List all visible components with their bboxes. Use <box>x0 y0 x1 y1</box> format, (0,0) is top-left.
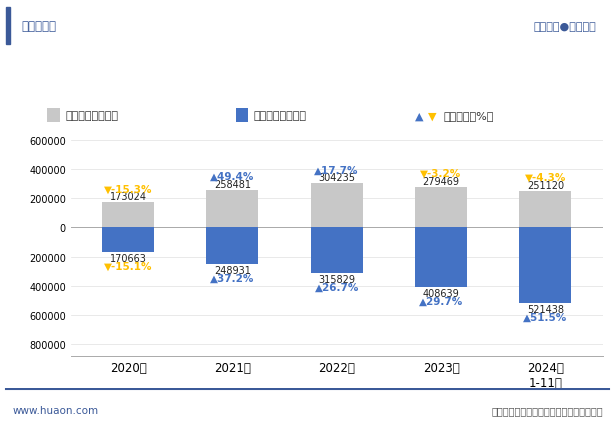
Text: 进口额（万美元）: 进口额（万美元） <box>253 111 306 121</box>
Text: ▲26.7%: ▲26.7% <box>314 282 359 293</box>
Text: ▼-15.1%: ▼-15.1% <box>104 262 153 271</box>
Text: 279469: 279469 <box>423 176 459 186</box>
Bar <box>415 228 467 287</box>
Bar <box>6 8 10 45</box>
Text: 华经情报网: 华经情报网 <box>22 20 57 33</box>
Bar <box>206 228 258 264</box>
Text: 173024: 173024 <box>109 192 146 202</box>
Text: ▼-15.3%: ▼-15.3% <box>104 184 153 194</box>
Text: ▼-3.2%: ▼-3.2% <box>421 169 462 178</box>
Text: 2020-2024年11月黄石市商品收发货人所在地进、出口额: 2020-2024年11月黄石市商品收发货人所在地进、出口额 <box>164 70 451 85</box>
Bar <box>415 187 467 228</box>
Bar <box>102 228 154 253</box>
Text: 315829: 315829 <box>318 275 355 285</box>
Text: 408639: 408639 <box>423 288 459 298</box>
Text: ▼: ▼ <box>428 111 437 121</box>
Text: 170663: 170663 <box>109 254 146 264</box>
Text: 专业严谨●客观科学: 专业严谨●客观科学 <box>534 22 597 32</box>
Bar <box>47 109 60 123</box>
Text: 521438: 521438 <box>527 305 564 315</box>
Text: 304235: 304235 <box>318 173 355 183</box>
Text: ▲29.7%: ▲29.7% <box>419 296 463 306</box>
Bar <box>236 109 248 123</box>
Text: ▲: ▲ <box>415 111 424 121</box>
Text: 251120: 251120 <box>527 181 564 190</box>
Text: ▼-4.3%: ▼-4.3% <box>525 173 566 183</box>
Text: 248931: 248931 <box>214 265 251 275</box>
Text: 数据来源：中国海关，华经产业研究院整理: 数据来源：中国海关，华经产业研究院整理 <box>491 405 603 415</box>
Bar <box>206 190 258 228</box>
Text: 258481: 258481 <box>214 179 251 189</box>
Text: ▲37.2%: ▲37.2% <box>210 273 255 283</box>
Text: ▲51.5%: ▲51.5% <box>523 312 568 322</box>
Text: www.huaon.com: www.huaon.com <box>12 405 98 415</box>
Text: ▲49.4%: ▲49.4% <box>210 172 255 181</box>
Bar <box>311 228 363 274</box>
Text: 出口额（万美元）: 出口额（万美元） <box>65 111 118 121</box>
Bar <box>519 228 571 304</box>
Bar <box>519 191 571 228</box>
Bar <box>102 203 154 228</box>
Bar <box>311 184 363 228</box>
Text: ▲17.7%: ▲17.7% <box>314 165 359 175</box>
Text: 同比增长（%）: 同比增长（%） <box>443 111 493 121</box>
